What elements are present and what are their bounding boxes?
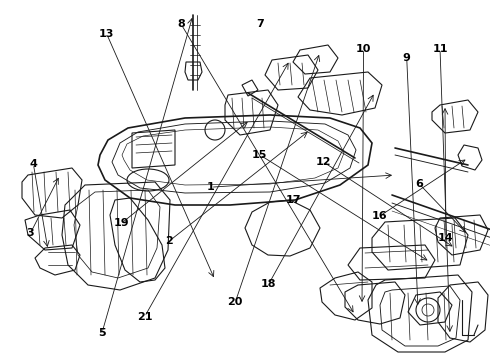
Text: 11: 11 [432, 44, 448, 54]
Text: 1: 1 [207, 182, 215, 192]
Text: 21: 21 [137, 312, 152, 322]
Text: 3: 3 [26, 228, 34, 238]
Text: 18: 18 [261, 279, 276, 289]
Text: 4: 4 [29, 159, 37, 169]
Text: 19: 19 [114, 218, 129, 228]
Text: 5: 5 [98, 328, 106, 338]
Text: 10: 10 [356, 44, 371, 54]
Text: 6: 6 [415, 179, 423, 189]
Text: 16: 16 [372, 211, 388, 221]
Text: 12: 12 [316, 157, 331, 167]
Text: 15: 15 [252, 150, 268, 160]
Text: 13: 13 [99, 29, 115, 39]
Text: 8: 8 [177, 19, 185, 30]
Text: 17: 17 [285, 195, 301, 205]
Text: 2: 2 [165, 236, 173, 246]
Text: 7: 7 [256, 19, 264, 30]
Text: 20: 20 [227, 297, 243, 307]
Text: 9: 9 [403, 53, 411, 63]
Text: 14: 14 [438, 233, 454, 243]
